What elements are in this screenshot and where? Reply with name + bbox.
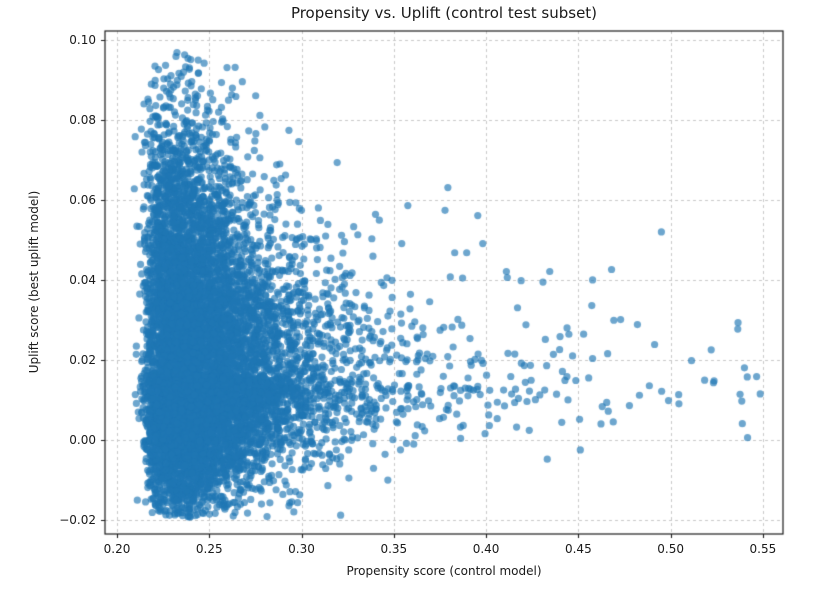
x-tick-label: 0.50 [657, 542, 684, 556]
x-tick-label: 0.25 [195, 542, 223, 556]
y-tick-label: 0.08 [69, 113, 96, 128]
x-tick-label: 0.20 [103, 542, 131, 556]
y-tick-label: 0.04 [69, 272, 96, 287]
y-tick-label: 0.02 [69, 352, 96, 367]
y-tick-label: −0.02 [59, 512, 96, 527]
chart-title: Propensity vs. Uplift (control test subs… [290, 4, 598, 22]
y-axis-label: Uplift score (best uplift model) [27, 190, 41, 374]
y-tick-label: 0.06 [69, 192, 96, 207]
x-tick-label: 0.40 [472, 542, 500, 556]
y-tick-label: 0.10 [69, 33, 96, 48]
x-tick-label: 0.35 [380, 542, 408, 556]
x-axis-label: Propensity score (control model) [346, 564, 542, 578]
x-tick-label: 0.55 [749, 542, 777, 556]
y-tick-label: 0.00 [69, 432, 96, 447]
x-tick-label: 0.30 [288, 542, 315, 556]
x-tick-label: 0.45 [564, 542, 592, 556]
